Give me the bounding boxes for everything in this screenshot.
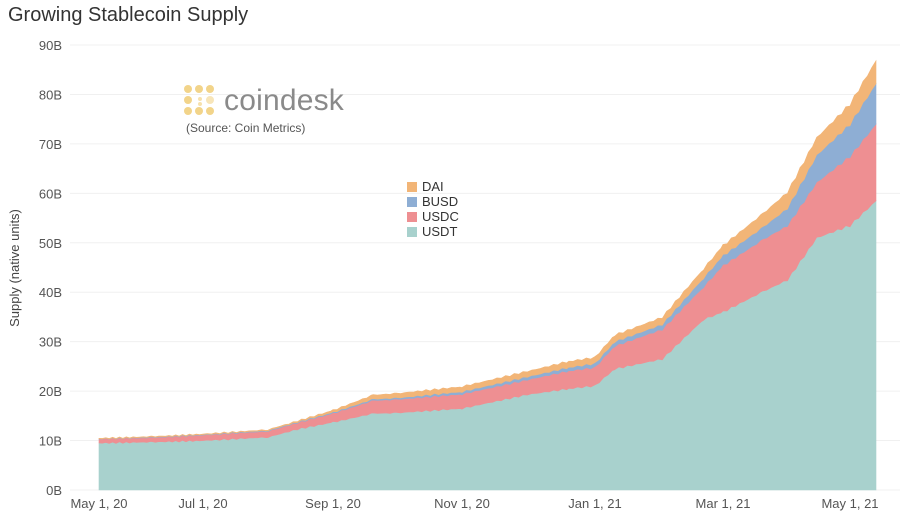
legend-label: USDT — [422, 224, 458, 239]
legend-swatch — [407, 211, 417, 222]
area-series — [98, 59, 877, 491]
area-dai — [98, 59, 877, 440]
y-axis-ticks: 0B 10B 20B 30B 40B 50B 60B 70B 80B 90B — [39, 38, 62, 498]
legend-swatch — [407, 181, 417, 192]
x-tick-label: Jul 1, 20 — [178, 496, 227, 511]
source-note: (Source: Coin Metrics) — [186, 121, 306, 135]
y-tick-label: 80B — [39, 87, 62, 102]
x-axis-ticks: May 1, 20 Jul 1, 20 Sep 1, 20 Nov 1, 20 Jan … — [70, 496, 878, 511]
coindesk-logo: coindesk — [184, 84, 344, 118]
y-tick-label: 20B — [39, 384, 62, 399]
legend-item-usdc: USDC — [407, 209, 459, 224]
legend-label: DAI — [422, 179, 444, 194]
y-tick-label: 90B — [39, 38, 62, 53]
y-tick-label: 70B — [39, 137, 62, 152]
y-tick-label: 40B — [39, 285, 62, 300]
x-tick-label: May 1, 21 — [821, 496, 878, 511]
legend-swatch — [407, 226, 417, 237]
y-tick-label: 10B — [39, 434, 62, 449]
y-tick-label: 50B — [39, 236, 62, 251]
legend-label: USDC — [422, 209, 459, 224]
x-tick-label: Jan 1, 21 — [568, 496, 622, 511]
chart-title: Growing Stablecoin Supply — [8, 4, 249, 26]
x-tick-label: May 1, 20 — [70, 496, 127, 511]
y-tick-label: 0B — [46, 483, 62, 498]
coindesk-wordmark: coindesk — [224, 84, 345, 117]
legend-swatch — [407, 196, 417, 207]
x-tick-label: Mar 1, 21 — [696, 496, 751, 511]
y-tick-label: 60B — [39, 186, 62, 201]
legend-item-usdt: USDT — [407, 224, 459, 239]
legend-label: BUSD — [422, 194, 459, 209]
legend-item-dai: DAI — [407, 179, 459, 194]
coindesk-logo-icon — [184, 85, 216, 117]
y-axis-label: Supply (native units) — [7, 209, 22, 327]
legend-item-busd: BUSD — [407, 194, 459, 209]
x-tick-label: Sep 1, 20 — [305, 496, 361, 511]
y-tick-label: 30B — [39, 335, 62, 350]
legend: DAI BUSD USDC USDT — [407, 179, 459, 239]
x-tick-label: Nov 1, 20 — [434, 496, 490, 511]
